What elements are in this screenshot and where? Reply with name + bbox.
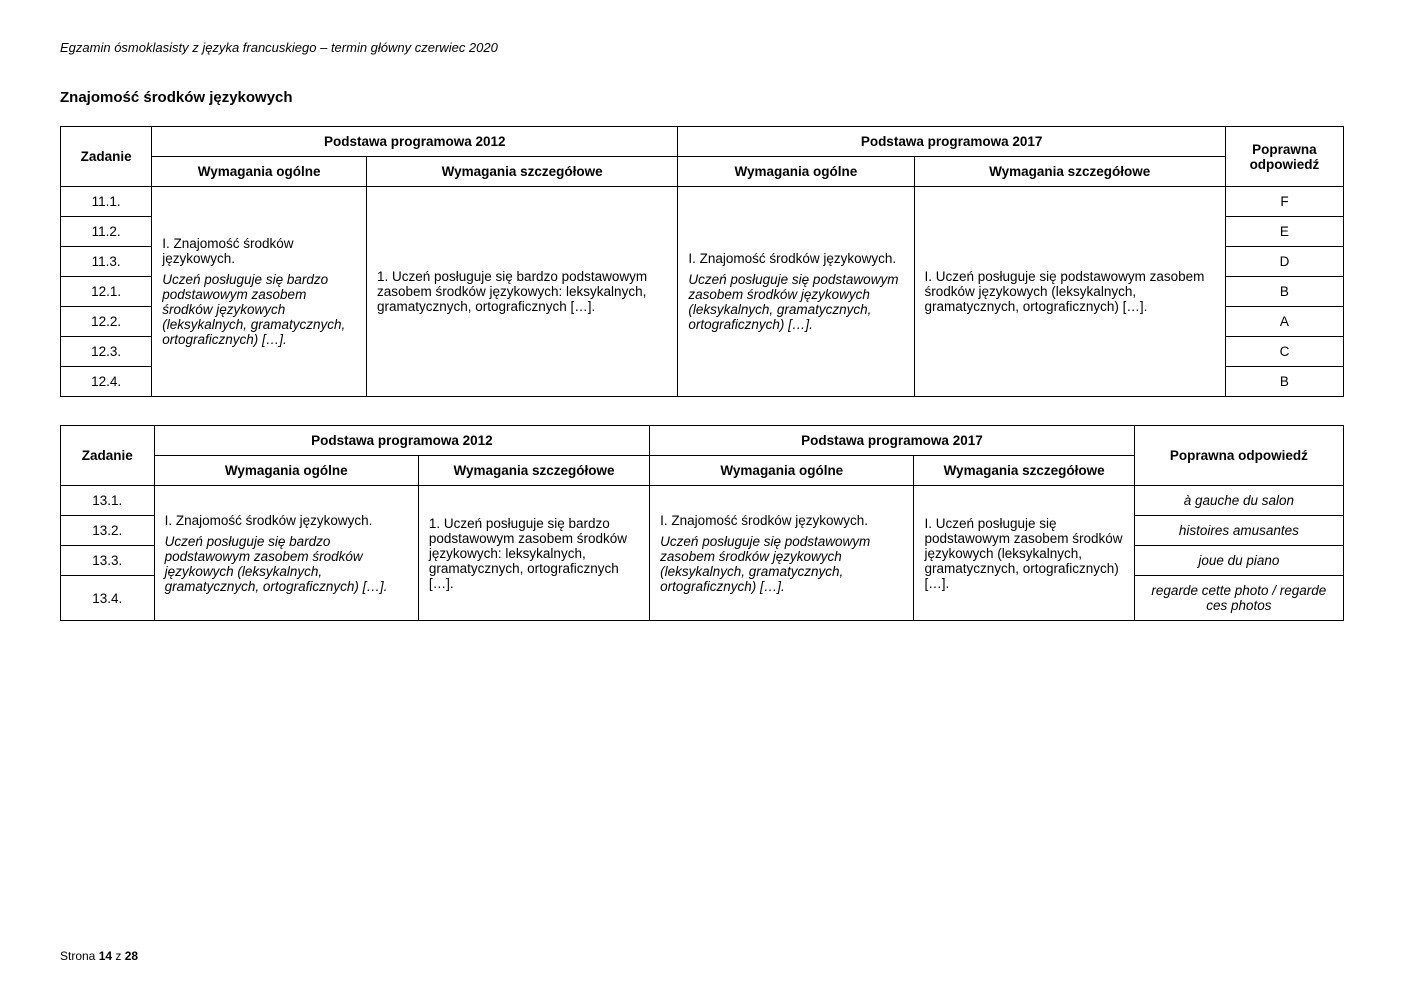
task-num: 13.4. — [61, 576, 155, 621]
col-wymsz-2017: Wymagania szczegółowe — [914, 456, 1134, 486]
task-num: 12.1. — [61, 277, 152, 307]
col-wymsz-2017: Wymagania szczegółowe — [914, 157, 1225, 187]
col-wymog-2012: Wymagania ogólne — [154, 456, 418, 486]
task-num: 11.3. — [61, 247, 152, 277]
answer: C — [1225, 337, 1343, 367]
col-zadanie: Zadanie — [61, 426, 155, 486]
cell-sub: Uczeń posługuje się podstawowym zasobem … — [688, 272, 903, 332]
answer: regarde cette photo / regarde ces photos — [1134, 576, 1343, 621]
answer: F — [1225, 187, 1343, 217]
col-pp2017: Podstawa programowa 2017 — [678, 127, 1226, 157]
wym-sz-2012: 1. Uczeń posługuje się bardzo podstawowy… — [366, 187, 677, 397]
col-wymog-2017: Wymagania ogólne — [678, 157, 914, 187]
cell-main: I. Znajomość środków językowych. — [688, 251, 903, 266]
table-1: Zadanie Podstawa programowa 2012 Podstaw… — [60, 126, 1344, 397]
task-num: 13.3. — [61, 546, 155, 576]
wym-sz-2017: I. Uczeń posługuje się podstawowym zasob… — [914, 187, 1225, 397]
wym-og-2012: I. Znajomość środków językowych. Uczeń p… — [152, 187, 367, 397]
col-poprawna: Poprawna odpowiedź — [1134, 426, 1343, 486]
page-header: Egzamin ósmoklasisty z języka francuskie… — [60, 40, 1344, 55]
wym-og-2017: I. Znajomość środków językowych. Uczeń p… — [678, 187, 914, 397]
cell-sub: Uczeń posługuje się bardzo podstawowym z… — [165, 534, 408, 594]
task-num: 12.2. — [61, 307, 152, 337]
col-wymog-2017: Wymagania ogólne — [650, 456, 914, 486]
cell-main: I. Znajomość środków językowych. — [162, 236, 356, 266]
task-num: 11.1. — [61, 187, 152, 217]
task-num: 13.2. — [61, 516, 155, 546]
task-num: 11.2. — [61, 217, 152, 247]
table-row: 11.1. I. Znajomość środków językowych. U… — [61, 187, 1344, 217]
section-title: Znajomość środków językowych — [60, 89, 1344, 106]
task-num: 13.1. — [61, 486, 155, 516]
wym-og-2017: I. Znajomość środków językowych. Uczeń p… — [650, 486, 914, 621]
col-wymog-2012: Wymagania ogólne — [152, 157, 367, 187]
col-zadanie: Zadanie — [61, 127, 152, 187]
footer-text: Strona 14 z 28 — [60, 949, 138, 963]
col-pp2012: Podstawa programowa 2012 — [154, 426, 650, 456]
task-num: 12.4. — [61, 367, 152, 397]
col-pp2012: Podstawa programowa 2012 — [152, 127, 678, 157]
col-pp2017: Podstawa programowa 2017 — [650, 426, 1135, 456]
answer: A — [1225, 307, 1343, 337]
cell-main: I. Znajomość środków językowych. — [165, 513, 408, 528]
answer: B — [1225, 367, 1343, 397]
col-wymsz-2012: Wymagania szczegółowe — [418, 456, 649, 486]
answer: D — [1225, 247, 1343, 277]
wym-sz-2012: 1. Uczeń posługuje się bardzo podstawowy… — [418, 486, 649, 621]
wym-og-2012: I. Znajomość środków językowych. Uczeń p… — [154, 486, 418, 621]
col-poprawna: Poprawna odpowiedź — [1225, 127, 1343, 187]
cell-sub: Uczeń posługuje się podstawowym zasobem … — [660, 534, 903, 594]
cell-sub: Uczeń posługuje się bardzo podstawowym z… — [162, 272, 356, 347]
cell-main: I. Znajomość środków językowych. — [660, 513, 903, 528]
table-2: Zadanie Podstawa programowa 2012 Podstaw… — [60, 425, 1344, 621]
wym-sz-2017: I. Uczeń posługuje się podstawowym zasob… — [914, 486, 1134, 621]
answer: E — [1225, 217, 1343, 247]
page-footer: Strona 14 z 28 — [60, 949, 138, 963]
col-wymsz-2012: Wymagania szczegółowe — [366, 157, 677, 187]
answer: à gauche du salon — [1134, 486, 1343, 516]
answer: B — [1225, 277, 1343, 307]
answer: histoires amusantes — [1134, 516, 1343, 546]
table-row: 13.1. I. Znajomość środków językowych. U… — [61, 486, 1344, 516]
answer: joue du piano — [1134, 546, 1343, 576]
task-num: 12.3. — [61, 337, 152, 367]
